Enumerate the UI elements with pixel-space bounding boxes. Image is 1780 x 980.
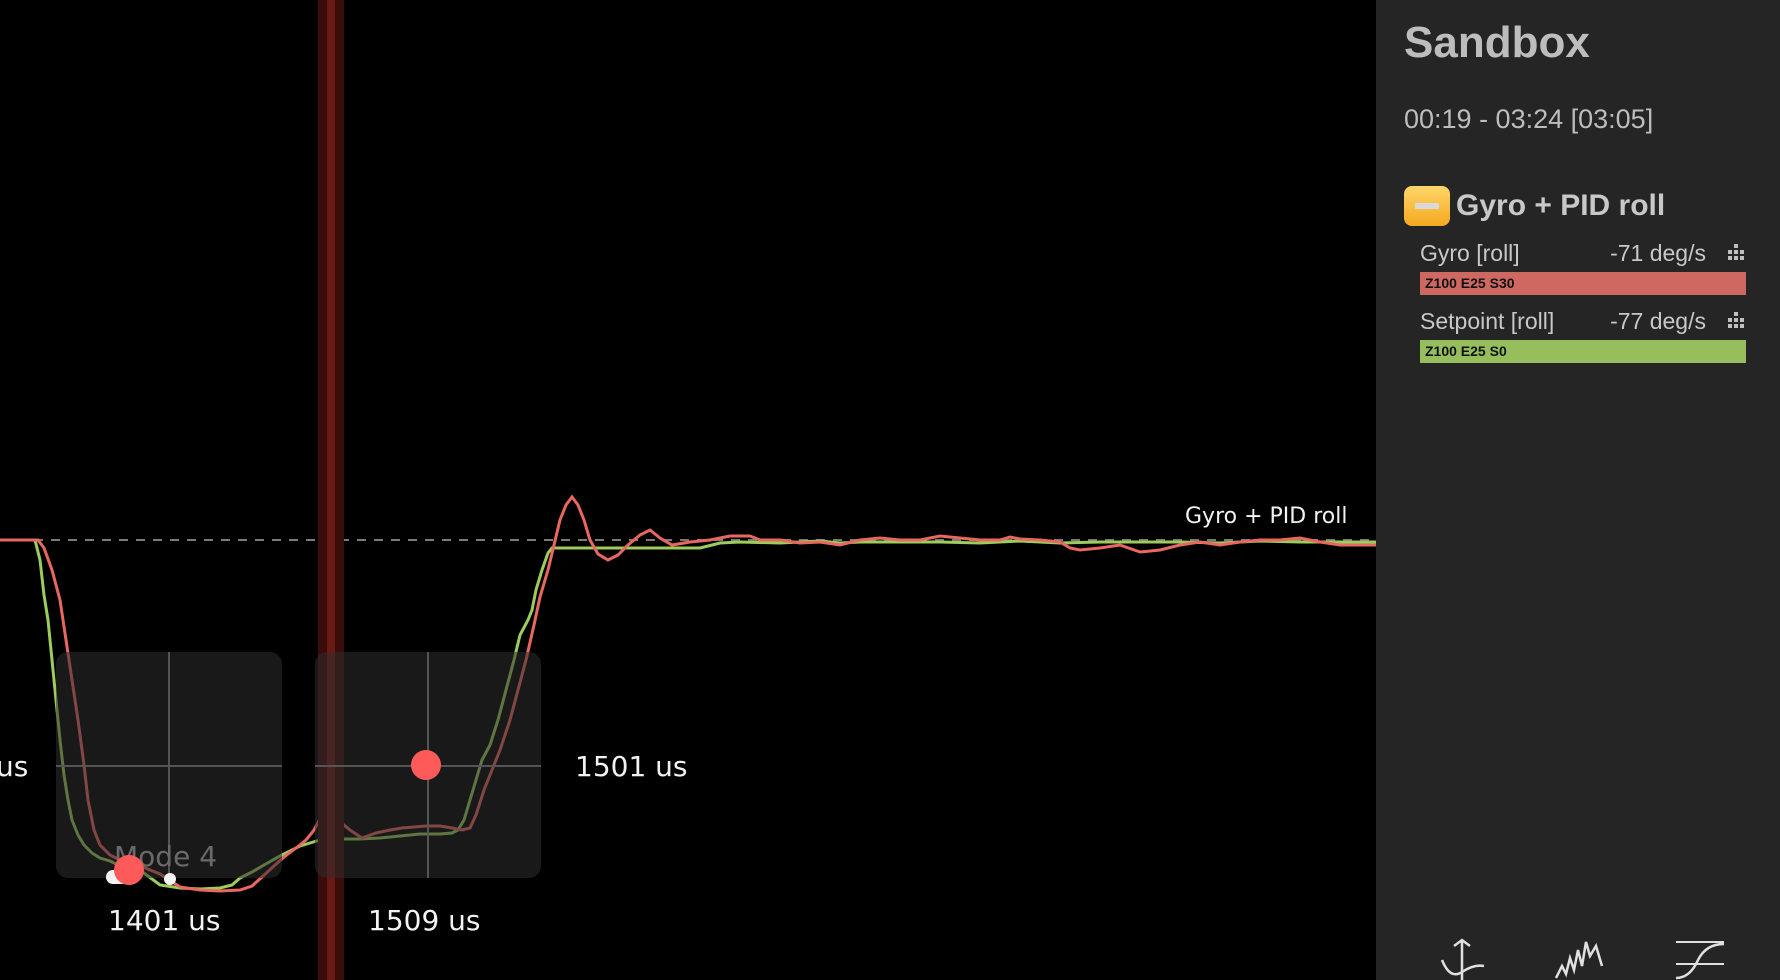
right-stick-marker — [411, 750, 441, 780]
pid-analyser-icon[interactable] — [1434, 936, 1490, 980]
legend-field-gyro[interactable]: Gyro [roll] -71 deg/s Z100 E25 S30 — [1420, 240, 1746, 295]
gyro-trace — [0, 494, 1376, 893]
spectrum-icon[interactable] — [1552, 936, 1608, 980]
right-stick-side-value: 1501 us — [575, 750, 688, 783]
field-settings-bar[interactable]: Z100 E25 S30 — [1420, 272, 1746, 295]
time-range: 00:19 - 03:24 [03:05] — [1404, 104, 1654, 134]
left-stick-v-axis — [168, 652, 170, 878]
graph-group-header[interactable]: Gyro + PID roll — [1404, 186, 1665, 226]
panel-title: Sandbox — [1404, 18, 1590, 67]
collapse-group-button[interactable] — [1404, 186, 1450, 226]
left-stick-box — [56, 652, 282, 878]
right-stick-value: 1509 us — [368, 904, 481, 937]
left-stick-dot — [114, 855, 144, 885]
stick-trail-dot — [164, 873, 176, 885]
log-graph[interactable]: Gyro + PID roll us Mode 4 1401 us 1509 u… — [0, 0, 1376, 980]
curve-label: Gyro + PID roll — [1185, 504, 1348, 529]
analyser-icon[interactable] — [1726, 310, 1746, 332]
left-stick-value: 1401 us — [108, 904, 221, 937]
legend-field-setpoint[interactable]: Setpoint [roll] -77 deg/s Z100 E25 S0 — [1420, 308, 1746, 363]
graph-group-name[interactable]: Gyro + PID roll — [1456, 189, 1666, 222]
left-stick-marker — [106, 855, 176, 885]
minus-icon — [1415, 203, 1439, 209]
field-name[interactable]: Setpoint [roll] — [1420, 308, 1555, 334]
field-value: -77 deg/s — [1610, 308, 1706, 334]
curves-icon[interactable] — [1672, 936, 1728, 980]
field-name[interactable]: Gyro [roll] — [1420, 240, 1520, 266]
graph-legend-panel: Sandbox 00:19 - 03:24 [03:05] Gyro + PID… — [1376, 0, 1780, 980]
playback-cursor[interactable] — [327, 0, 335, 980]
analyser-icon[interactable] — [1726, 242, 1746, 264]
field-settings-bar[interactable]: Z100 E25 S0 — [1420, 340, 1746, 363]
right-stick-dot — [411, 750, 441, 780]
field-value: -71 deg/s — [1610, 240, 1706, 266]
stick-edge-label: us — [0, 750, 29, 783]
